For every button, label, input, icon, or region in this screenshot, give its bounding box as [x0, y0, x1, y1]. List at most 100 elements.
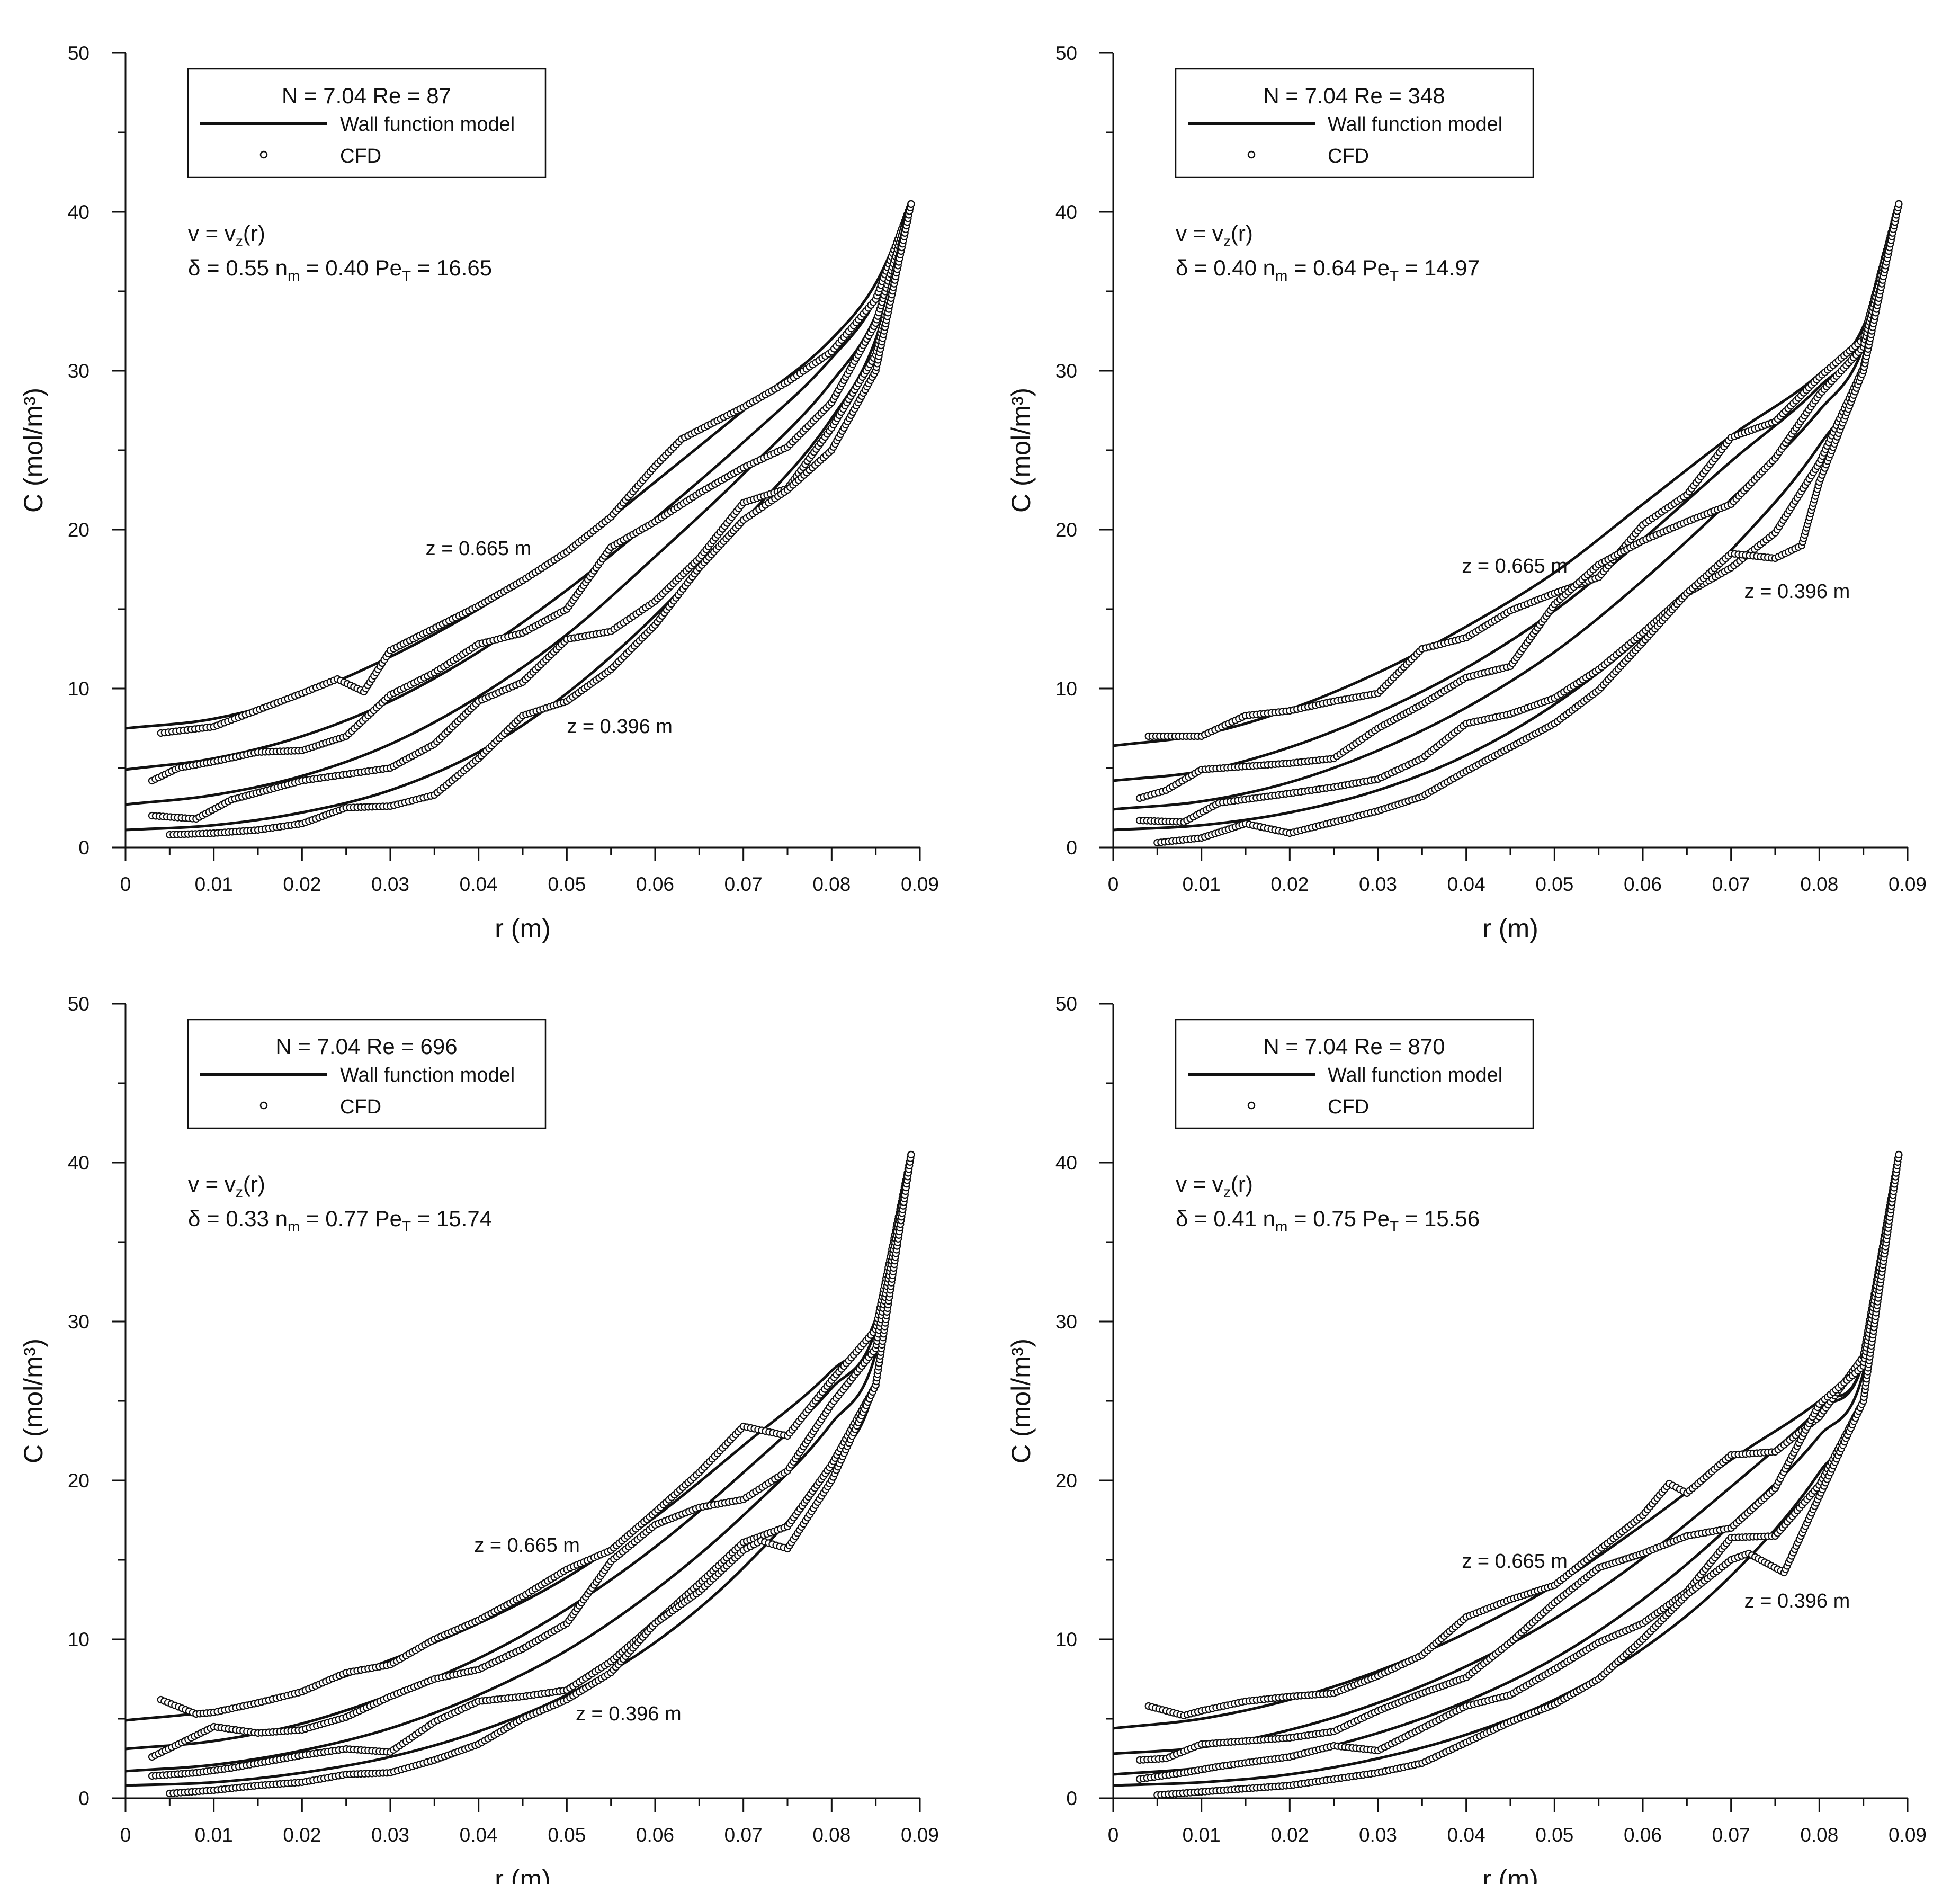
y-axis-title: C (mol/m³)	[19, 388, 48, 513]
model-line-2	[1113, 1154, 1900, 1755]
cfd-series-3	[148, 200, 915, 823]
z-label-2: z = 0.396 m	[576, 1703, 682, 1725]
legend: N = 7.04 Re = 87 Wall function model CFD	[187, 68, 547, 178]
x-tick-label: 0.06	[1624, 1824, 1662, 1846]
y-tick-label: 20	[1055, 1470, 1077, 1492]
x-tick-label: 0.02	[1270, 1824, 1309, 1846]
legend-cfd-label: CFD	[340, 145, 381, 167]
model-line-4	[1113, 203, 1900, 832]
cfd-point	[1895, 200, 1903, 208]
legend-cfd-label: CFD	[1328, 1096, 1369, 1118]
y-tick-label: 50	[1055, 42, 1077, 64]
x-tick-label: 0	[120, 873, 131, 895]
y-tick-label: 20	[68, 1470, 90, 1492]
legend-model-label: Wall function model	[1328, 113, 1502, 136]
cfd-series-2	[148, 200, 915, 785]
y-tick-label: 0	[78, 1788, 90, 1809]
chart-panel-top-right: 0 0.01 0.02 0.03 0.04 0.05 0.06 0.07 0.08 0.09010…	[1006, 42, 1927, 943]
x-tick-label: 0.08	[1800, 873, 1838, 895]
param-velocity: v = vz(r)	[1176, 221, 1253, 249]
x-tick-label: 0	[120, 1824, 131, 1846]
x-axis-title: r (m)	[1482, 1864, 1538, 1884]
chart-panel-bottom-right: 0 0.01 0.02 0.03 0.04 0.05 0.06 0.07 0.08 0.09010…	[1006, 993, 1927, 1884]
x-tick-label: 0.01	[195, 1824, 233, 1846]
param-values: δ = 0.55 nm = 0.40 PeT = 16.65	[188, 255, 492, 284]
x-tick-label: 0.04	[1447, 1824, 1485, 1846]
legend-cfd-marker	[1247, 1101, 1256, 1110]
param-values: δ = 0.33 nm = 0.77 PeT = 15.74	[188, 1206, 492, 1235]
y-tick-label: 30	[68, 1311, 90, 1333]
x-tick-label: 0.07	[724, 1824, 763, 1846]
cfd-series-4	[1153, 200, 1903, 847]
x-tick-label: 0.04	[460, 873, 498, 895]
cfd-series-3	[1135, 200, 1903, 826]
y-tick-label: 20	[68, 519, 90, 541]
x-tick-label: 0.01	[1183, 873, 1221, 895]
x-tick-label: 0.05	[1535, 873, 1573, 895]
z-label-2: z = 0.396 m	[1744, 581, 1850, 603]
legend-title: N = 7.04 Re = 870	[1263, 1034, 1445, 1059]
axes	[112, 52, 921, 861]
y-tick-label: 10	[1055, 1629, 1077, 1650]
param-velocity: v = vz(r)	[1176, 1172, 1253, 1200]
legend-cfd-label: CFD	[1328, 145, 1369, 167]
x-tick-label: 0.09	[901, 873, 939, 895]
axes	[1099, 52, 1909, 861]
y-tick-label: 40	[1055, 1152, 1077, 1174]
model-line-4	[125, 1154, 912, 1787]
chart-panel-bottom-left: 0 0.01 0.02 0.03 0.04 0.05 0.06 0.07 0.08 0.09010…	[19, 993, 939, 1884]
y-tick-label: 30	[1055, 1311, 1077, 1333]
x-tick-label: 0.05	[548, 1824, 586, 1846]
x-tick-label: 0.07	[724, 873, 763, 895]
param-values: δ = 0.40 nm = 0.64 PeT = 14.97	[1176, 255, 1480, 284]
x-tick-label: 0.02	[283, 873, 321, 895]
legend-cfd-label: CFD	[340, 1096, 381, 1118]
x-tick-label: 0.07	[1712, 1824, 1750, 1846]
model-line-3	[1113, 1154, 1900, 1776]
model-line-1	[125, 1154, 912, 1722]
x-tick-label: 0.06	[1624, 873, 1662, 895]
x-axis-title: r (m)	[495, 914, 551, 943]
z-label-1: z = 0.665 m	[1462, 1550, 1568, 1573]
y-tick-label: 10	[1055, 678, 1077, 700]
x-tick-label: 0.08	[1800, 1824, 1838, 1846]
cfd-point	[907, 1150, 915, 1159]
cfd-point	[1895, 1150, 1903, 1159]
x-axis-title: r (m)	[1482, 914, 1538, 943]
cfd-series-1	[157, 1150, 915, 1718]
y-tick-label: 40	[68, 201, 90, 223]
cfd-series-3	[148, 1150, 915, 1780]
x-tick-label: 0	[1108, 873, 1119, 895]
param-velocity: v = vz(r)	[188, 221, 265, 249]
y-tick-label: 0	[1066, 837, 1077, 859]
y-tick-label: 0	[1066, 1788, 1077, 1809]
y-tick-label: 20	[1055, 519, 1077, 541]
x-tick-label: 0.03	[1359, 1824, 1397, 1846]
x-tick-label: 0.01	[195, 873, 233, 895]
y-tick-label: 10	[68, 1629, 90, 1650]
x-tick-label: 0.06	[636, 873, 674, 895]
model-line-3	[1113, 203, 1900, 811]
x-tick-label: 0.04	[1447, 873, 1485, 895]
x-tick-label: 0.08	[812, 1824, 851, 1846]
cfd-series-1	[157, 200, 915, 737]
chart-panel-top-left: 0 0.01 0.02 0.03 0.04 0.05 0.06 0.07 0.08 0.09010…	[19, 42, 939, 943]
cfd-series-2	[1135, 1150, 1903, 1764]
z-label-2: z = 0.396 m	[567, 716, 673, 738]
cfd-point	[907, 200, 915, 208]
x-tick-label: 0.01	[1183, 1824, 1221, 1846]
legend-model-label: Wall function model	[340, 113, 515, 136]
x-tick-label: 0.06	[636, 1824, 674, 1846]
x-tick-label: 0.04	[460, 1824, 498, 1846]
y-tick-label: 40	[68, 1152, 90, 1174]
x-axis-title: r (m)	[495, 1864, 551, 1884]
y-tick-label: 10	[68, 678, 90, 700]
z-label-1: z = 0.665 m	[474, 1534, 580, 1557]
model-line-3	[125, 203, 912, 806]
x-tick-label: 0.03	[371, 873, 409, 895]
legend-title: N = 7.04 Re = 87	[282, 83, 451, 108]
x-tick-label: 0.07	[1712, 873, 1750, 895]
z-label-2: z = 0.396 m	[1744, 1590, 1850, 1612]
